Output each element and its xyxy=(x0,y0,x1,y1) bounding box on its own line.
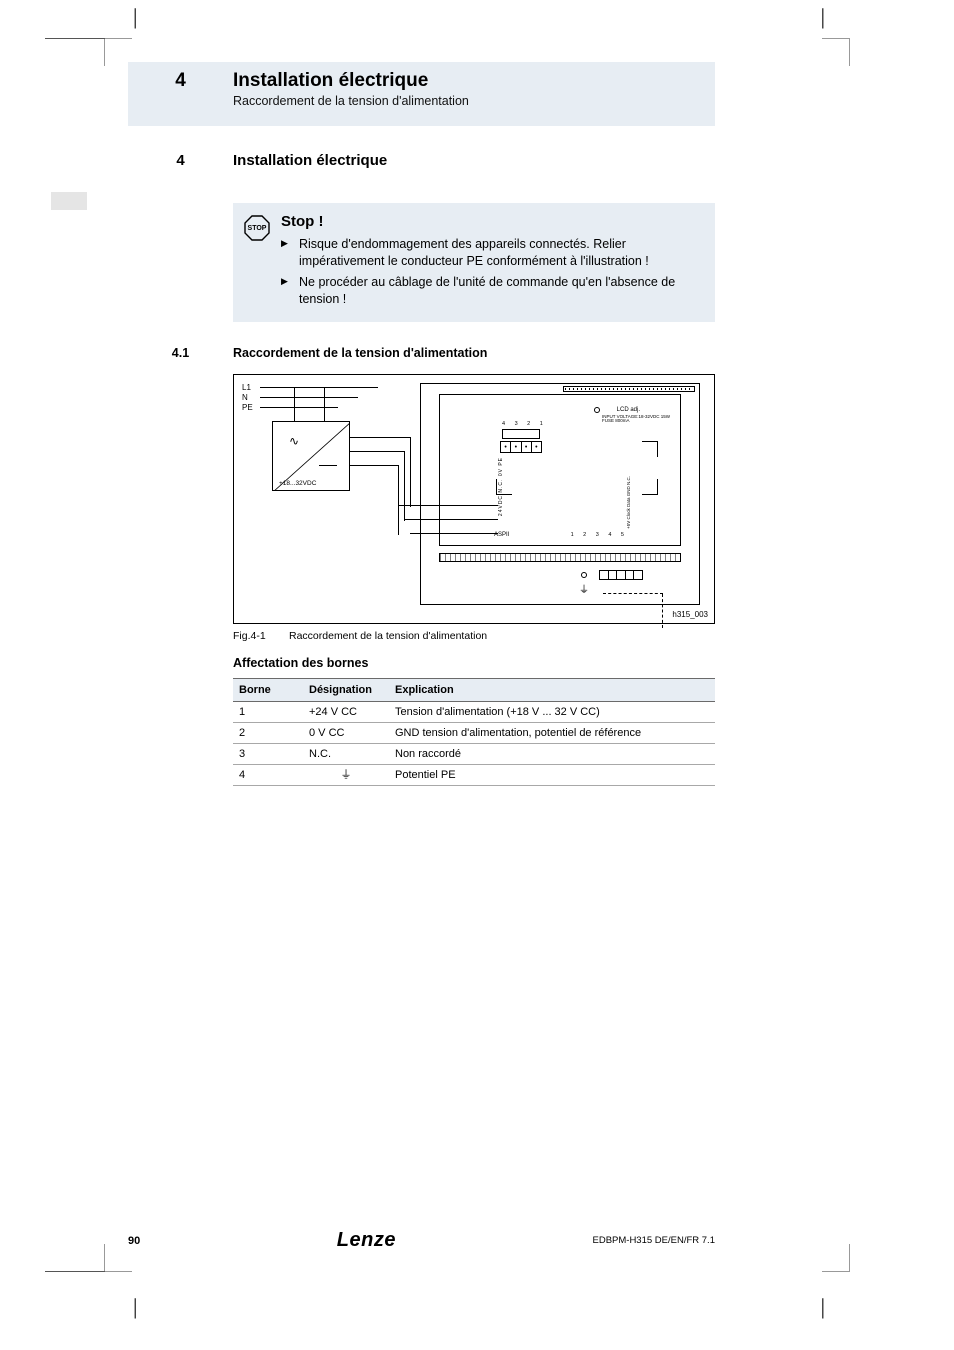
bottom-pin-labels: +5V Clock Data GND N.C. xyxy=(625,476,632,529)
table-row: 1 +24 V CC Tension d'alimentation (+18 V… xyxy=(233,701,715,722)
earth-icon: ⏚ xyxy=(341,770,352,781)
figure-caption-id: Fig.4-1 xyxy=(233,630,289,642)
margin-tab xyxy=(51,192,87,210)
table-cell: Non raccordé xyxy=(389,743,715,764)
connector-mid: •••• xyxy=(500,441,542,453)
subsection-title: Raccordement de la tension d'alimentatio… xyxy=(233,346,487,360)
table-cell: Potentiel PE xyxy=(389,764,715,785)
crop-mark-br xyxy=(822,1244,850,1272)
wire xyxy=(260,407,338,408)
table-cell: 3 xyxy=(233,743,303,764)
wire xyxy=(324,387,325,421)
table-cell: 1 xyxy=(233,701,303,722)
top-ruler xyxy=(563,386,695,392)
page-footer: 90 Lenze EDBPM-H315 DE/EN/FR 7.1 xyxy=(128,1229,715,1252)
table-header: Borne xyxy=(233,678,303,701)
header-number: 4 xyxy=(128,62,233,92)
wire xyxy=(350,437,410,438)
wire xyxy=(410,437,411,507)
psu-range-label: +18...32VDC xyxy=(279,480,316,487)
table-cell: 0 V CC xyxy=(303,722,389,743)
table-cell: +24 V CC xyxy=(303,701,389,722)
figure-ref-id: h315_003 xyxy=(672,610,708,619)
device-outer: LCD adj. INPUT VOLTAGE:18-32VDC 15W FUSE… xyxy=(420,383,700,605)
bottom-ruler xyxy=(439,553,681,562)
brand-logo: Lenze xyxy=(337,1229,396,1252)
section-number: 4 xyxy=(128,152,233,169)
ground-icon: ⏚ xyxy=(579,581,589,596)
section-title: Installation électrique xyxy=(233,152,387,169)
content-area: 4 Installation électrique STOP Stop ! Ri… xyxy=(128,152,715,786)
callout-title: Stop ! xyxy=(281,213,697,230)
wire xyxy=(260,397,358,398)
table-cell: 4 xyxy=(233,764,303,785)
figure-caption-text: Raccordement de la tension d'alimentatio… xyxy=(289,630,487,642)
header-subtitle: Raccordement de la tension d'alimentatio… xyxy=(233,94,469,108)
wire xyxy=(350,465,398,466)
wire xyxy=(350,451,404,452)
label-l1: L1 xyxy=(242,383,251,392)
callout-item: Ne procéder au câblage de l'unité de com… xyxy=(281,274,697,308)
label-n: N xyxy=(242,393,248,402)
psu-dc-symbol xyxy=(319,465,337,466)
svg-text:STOP: STOP xyxy=(248,225,267,232)
wire xyxy=(294,387,295,421)
led-icon xyxy=(581,572,587,578)
psu-box: ∿ +18...32VDC xyxy=(272,421,350,491)
small-connector xyxy=(599,570,643,580)
table-header: Désignation xyxy=(303,678,389,701)
dashed-wire xyxy=(603,593,663,594)
bracket xyxy=(496,479,512,495)
callout-list: Risque d'endommagement des appareils con… xyxy=(281,236,697,308)
stop-icon: STOP xyxy=(233,213,281,312)
connector-top-nums: 4 3 2 1 xyxy=(502,421,547,427)
subsection-heading: 4.1 Raccordement de la tension d'aliment… xyxy=(128,346,715,360)
header-title: Installation électrique xyxy=(233,70,469,92)
connector-top xyxy=(502,429,540,439)
label-pe: PE xyxy=(242,403,253,412)
crop-mark-tr xyxy=(822,38,850,66)
table-row: 3 N.C. Non raccordé xyxy=(233,743,715,764)
table-cell: Tension d'alimentation (+18 V ... 32 V C… xyxy=(389,701,715,722)
psu-ac-symbol: ∿ xyxy=(289,434,299,448)
text-cursor-br: | xyxy=(821,1294,825,1320)
wire xyxy=(404,451,405,521)
table-row: 2 0 V CC GND tension d'alimentation, pot… xyxy=(233,722,715,743)
figure-caption: Fig.4-1 Raccordement de la tension d'ali… xyxy=(233,630,715,642)
table-header-row: Borne Désignation Explication xyxy=(233,678,715,701)
wire xyxy=(260,387,378,388)
device-inner: LCD adj. INPUT VOLTAGE:18-32VDC 15W FUSE… xyxy=(439,394,681,546)
table-cell: ⏚ xyxy=(303,764,389,785)
text-cursor-tr: | xyxy=(821,4,825,30)
lcd-knob xyxy=(594,407,600,413)
text-cursor-tl: | xyxy=(133,4,137,30)
dashed-wire xyxy=(662,594,663,628)
terminals-table: Borne Désignation Explication 1 +24 V CC… xyxy=(233,678,715,786)
wiring-figure: L1 N PE ∿ +18...32VDC LCD adj. INP xyxy=(233,374,715,624)
header-band: 4 Installation électrique Raccordement d… xyxy=(128,62,715,126)
page-number: 90 xyxy=(128,1235,140,1247)
callout-item: Risque d'endommagement des appareils con… xyxy=(281,236,697,270)
bracket xyxy=(642,441,658,457)
lcd-adj-label: LCD adj. xyxy=(617,407,640,413)
section-heading: 4 Installation électrique xyxy=(128,152,715,169)
table-cell: 2 xyxy=(233,722,303,743)
table-header: Explication xyxy=(389,678,715,701)
wire xyxy=(398,465,399,535)
bottom-pin-nums: 1 2 3 4 5 xyxy=(571,532,628,538)
table-cell: GND tension d'alimentation, potentiel de… xyxy=(389,722,715,743)
aspii-label: ASPII xyxy=(494,532,509,538)
table-cell: N.C. xyxy=(303,743,389,764)
text-cursor-bl: | xyxy=(133,1294,137,1320)
stop-callout: STOP Stop ! Risque d'endommagement des a… xyxy=(233,203,715,322)
input-voltage-label: INPUT VOLTAGE:18-32VDC 15W FUSE 800mA xyxy=(602,415,670,425)
doc-reference: EDBPM-H315 DE/EN/FR 7.1 xyxy=(593,1235,715,1246)
subsection-number: 4.1 xyxy=(128,346,233,360)
table-title: Affectation des bornes xyxy=(233,656,715,670)
bracket xyxy=(642,479,658,495)
table-row: 4 ⏚ Potentiel PE xyxy=(233,764,715,785)
